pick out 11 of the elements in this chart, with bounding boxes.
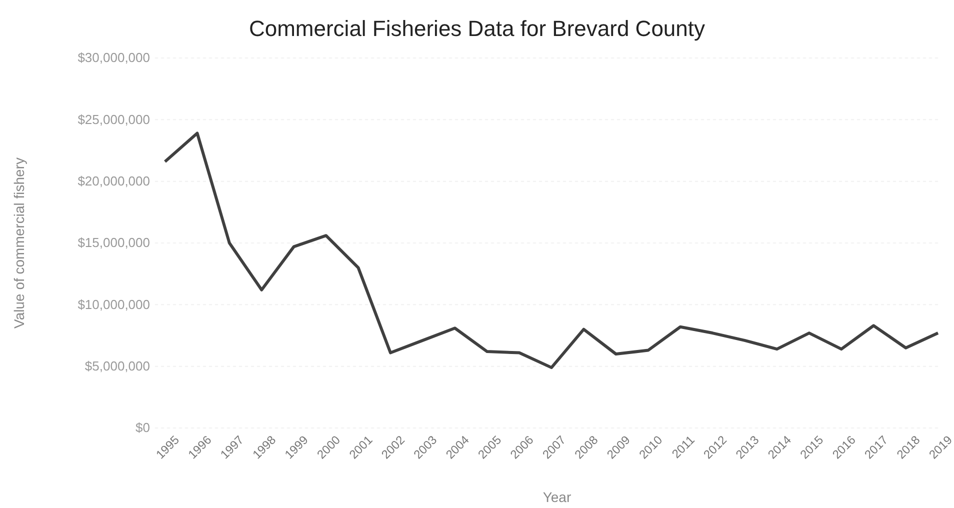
x-axis-title: Year [542, 489, 572, 505]
y-tick-label: $5,000,000 [84, 358, 150, 374]
y-tick-label: $25,000,000 [78, 112, 150, 127]
y-tick-label: $20,000,000 [78, 173, 150, 188]
line-series [164, 132, 940, 370]
y-tick-label: $30,000,000 [78, 50, 150, 66]
chart-title: Commercial Fisheries Data for Brevard County [248, 16, 706, 41]
y-tick-label: $0 [136, 420, 150, 436]
y-tick-label: $10,000,000 [78, 296, 150, 312]
y-tick-label: $15,000,000 [78, 235, 150, 250]
y-axis-title: Value of commercial fishery [11, 158, 27, 328]
